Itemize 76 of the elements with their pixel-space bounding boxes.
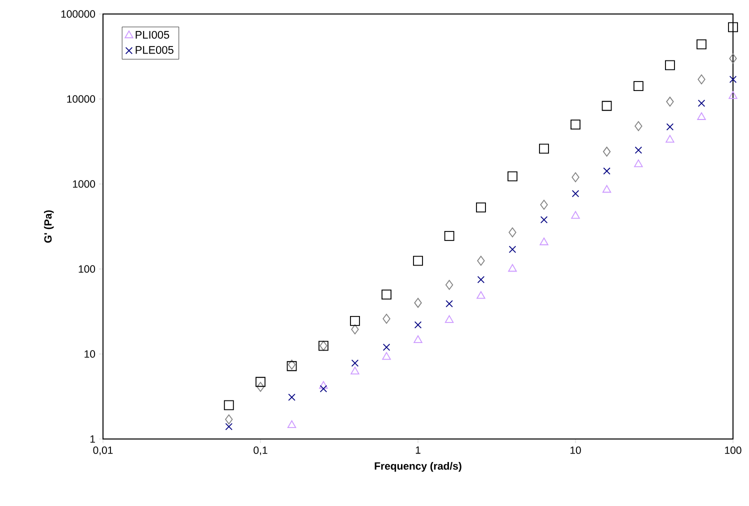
point (508, 227, 516, 238)
y-tick-label: 1 (90, 435, 95, 443)
point (728, 91, 738, 99)
point (697, 112, 706, 120)
point (666, 134, 674, 143)
point (508, 264, 517, 272)
point (477, 276, 485, 284)
point (696, 39, 706, 50)
point (225, 414, 233, 424)
point (414, 298, 422, 308)
point (666, 96, 674, 107)
point (602, 185, 612, 193)
point (508, 171, 518, 182)
point (539, 144, 549, 154)
point (476, 202, 486, 212)
point (288, 394, 296, 401)
point (634, 121, 642, 132)
x-tick-label: 0,1 (254, 446, 268, 456)
point (508, 246, 516, 254)
point (477, 256, 485, 266)
y-tick-label: 100000 (61, 10, 96, 18)
point (634, 159, 643, 168)
x-tick-label: 10 (570, 446, 581, 454)
point (382, 314, 390, 324)
point (351, 360, 359, 367)
point (666, 123, 674, 130)
point (287, 420, 296, 428)
y-tick-label: 1000 (73, 180, 96, 188)
point (572, 172, 580, 182)
point (540, 216, 548, 224)
point (634, 146, 642, 154)
y-axis-title: G' (Pa) (44, 210, 54, 243)
point (382, 352, 391, 360)
point (382, 344, 390, 351)
point (446, 300, 453, 308)
point (225, 422, 233, 430)
point (729, 53, 737, 64)
x-tick-label: 0,01 (93, 446, 113, 456)
point (633, 81, 644, 92)
point (540, 200, 548, 210)
point (256, 382, 264, 392)
point (256, 376, 266, 387)
point (728, 22, 738, 32)
point (413, 256, 423, 266)
point (698, 100, 706, 107)
point (570, 120, 580, 130)
point (444, 315, 454, 323)
point (729, 76, 737, 84)
point (603, 167, 610, 175)
point (572, 190, 580, 198)
point (665, 60, 675, 70)
point (320, 385, 328, 392)
legend-label: PLI005 (136, 30, 170, 39)
y-tick-label: 10000 (67, 95, 96, 103)
y-tick-label: 100 (78, 265, 96, 273)
point (382, 290, 392, 300)
point (571, 211, 580, 219)
x-axis-title: Frequency (rad/s) (374, 462, 462, 472)
point (224, 400, 234, 410)
point (319, 381, 328, 389)
x-tick-label: 1 (416, 446, 420, 454)
point (476, 291, 486, 299)
x-tick-label: 100 (725, 446, 742, 454)
point (350, 366, 360, 374)
point (540, 238, 548, 246)
point (602, 100, 612, 111)
point (698, 74, 706, 84)
point (602, 146, 611, 157)
point (351, 324, 359, 334)
point (414, 321, 422, 329)
point (414, 335, 422, 343)
legend-label: PLE005 (136, 46, 174, 54)
y-tick-label: 10 (84, 350, 96, 358)
point (444, 230, 454, 241)
point (445, 280, 454, 290)
point (350, 316, 360, 326)
